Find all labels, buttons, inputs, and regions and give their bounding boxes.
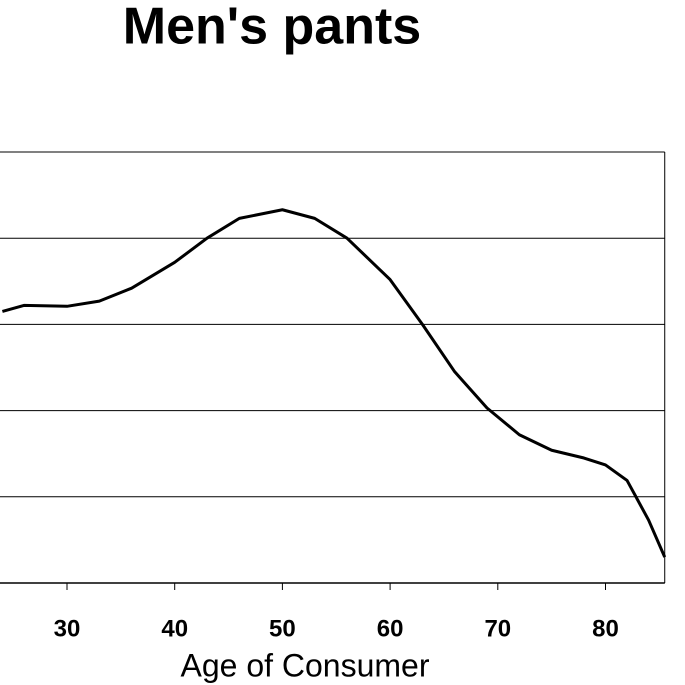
x-tick-label: 60: [377, 615, 404, 642]
x-axis-label: Age of Consumer: [180, 647, 429, 683]
chart-title: Men's pants: [123, 0, 421, 56]
x-tick-label: 50: [269, 615, 296, 642]
data-line: [1, 208, 667, 558]
x-tick-label: 40: [161, 615, 188, 642]
x-tick-label: 70: [484, 615, 511, 642]
x-tick-label: 80: [592, 615, 619, 642]
x-tick-label: 30: [54, 615, 81, 642]
